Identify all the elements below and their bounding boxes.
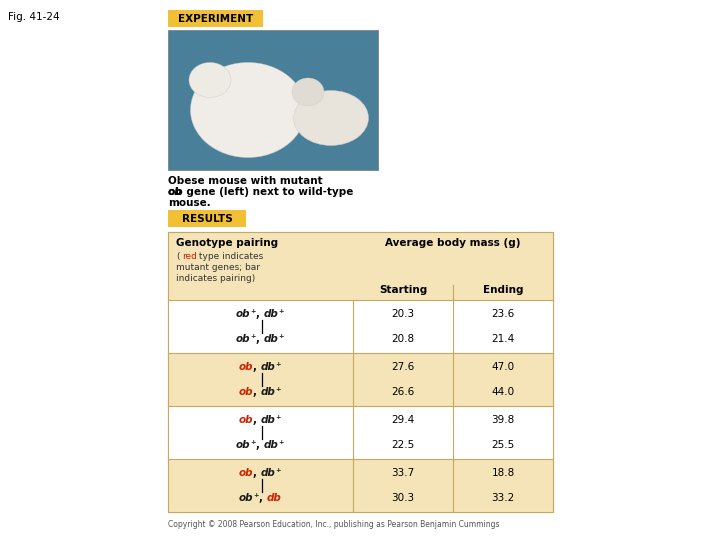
Text: ,: , [253, 468, 261, 478]
Text: 47.0: 47.0 [492, 362, 515, 372]
FancyBboxPatch shape [168, 300, 553, 353]
Text: ob: ob [168, 187, 182, 197]
Text: ⁺: ⁺ [276, 362, 282, 372]
Ellipse shape [292, 78, 324, 106]
Text: ,: , [253, 362, 261, 372]
Text: red: red [182, 252, 197, 261]
Text: 27.6: 27.6 [392, 362, 415, 372]
Ellipse shape [294, 91, 369, 145]
FancyBboxPatch shape [168, 232, 553, 300]
Text: ,: , [253, 415, 261, 426]
Text: ,: , [256, 309, 264, 319]
FancyBboxPatch shape [168, 353, 553, 406]
Text: 23.6: 23.6 [491, 309, 515, 319]
Text: db: db [261, 468, 276, 478]
Text: db: db [264, 334, 279, 343]
Text: ⁺: ⁺ [276, 415, 282, 426]
Text: Fig. 41-24: Fig. 41-24 [8, 12, 60, 22]
Text: db: db [261, 362, 276, 372]
Text: Starting: Starting [379, 285, 427, 295]
Text: 25.5: 25.5 [491, 440, 515, 450]
Text: ⁺: ⁺ [253, 492, 258, 503]
Text: ,: , [253, 387, 261, 397]
FancyBboxPatch shape [168, 406, 553, 459]
Text: 21.4: 21.4 [491, 334, 515, 343]
FancyBboxPatch shape [168, 210, 246, 227]
Text: 20.3: 20.3 [392, 309, 415, 319]
Text: mouse.: mouse. [168, 198, 211, 208]
Text: Obese mouse with mutant: Obese mouse with mutant [168, 176, 323, 186]
Text: ,: , [256, 334, 264, 343]
Text: ⁺: ⁺ [279, 334, 284, 343]
Text: ⁺: ⁺ [251, 309, 256, 319]
Text: RESULTS: RESULTS [181, 213, 233, 224]
Text: 18.8: 18.8 [491, 468, 515, 478]
Text: ob: ob [236, 334, 251, 343]
Text: 30.3: 30.3 [392, 492, 415, 503]
Text: Ending: Ending [482, 285, 523, 295]
Text: 22.5: 22.5 [392, 440, 415, 450]
Text: db: db [261, 415, 276, 426]
Ellipse shape [191, 63, 305, 158]
Text: ob: ob [239, 362, 253, 372]
Text: ,: , [258, 492, 266, 503]
Text: type indicates: type indicates [196, 252, 264, 261]
FancyBboxPatch shape [168, 10, 263, 27]
Text: Copyright © 2008 Pearson Education, Inc., publishing as Pearson Benjamin Cumming: Copyright © 2008 Pearson Education, Inc.… [168, 520, 500, 529]
FancyBboxPatch shape [168, 30, 378, 170]
Text: Genotype pairing: Genotype pairing [176, 238, 278, 248]
Text: ,: , [256, 440, 264, 450]
Text: ob: ob [239, 492, 253, 503]
Text: ob gene (left) next to wild-type: ob gene (left) next to wild-type [168, 187, 354, 197]
Text: ob: ob [239, 468, 253, 478]
Text: db: db [264, 309, 279, 319]
Text: ⁺: ⁺ [276, 387, 282, 397]
Text: ob: ob [236, 440, 251, 450]
Ellipse shape [189, 63, 231, 98]
Text: db: db [261, 387, 276, 397]
FancyBboxPatch shape [168, 459, 553, 512]
Text: ⁺: ⁺ [279, 309, 284, 319]
Text: ⁺: ⁺ [251, 334, 256, 343]
Text: ⁺: ⁺ [251, 440, 256, 450]
Text: mutant genes; bar: mutant genes; bar [176, 263, 260, 272]
Text: 33.7: 33.7 [392, 468, 415, 478]
FancyBboxPatch shape [168, 232, 553, 512]
Text: 39.8: 39.8 [491, 415, 515, 426]
Text: ⁺: ⁺ [279, 440, 284, 450]
Text: ob: ob [236, 309, 251, 319]
Text: 44.0: 44.0 [492, 387, 515, 397]
Text: (: ( [176, 252, 179, 261]
Text: ob: ob [239, 415, 253, 426]
Text: db: db [264, 440, 279, 450]
Text: Average body mass (g): Average body mass (g) [385, 238, 521, 248]
Text: 20.8: 20.8 [392, 334, 415, 343]
Text: 26.6: 26.6 [392, 387, 415, 397]
Text: 33.2: 33.2 [491, 492, 515, 503]
Text: EXPERIMENT: EXPERIMENT [178, 14, 253, 24]
Text: 29.4: 29.4 [392, 415, 415, 426]
Text: indicates pairing): indicates pairing) [176, 274, 256, 283]
Text: ob: ob [239, 387, 253, 397]
Text: ⁺: ⁺ [276, 468, 282, 478]
Text: db: db [266, 492, 282, 503]
